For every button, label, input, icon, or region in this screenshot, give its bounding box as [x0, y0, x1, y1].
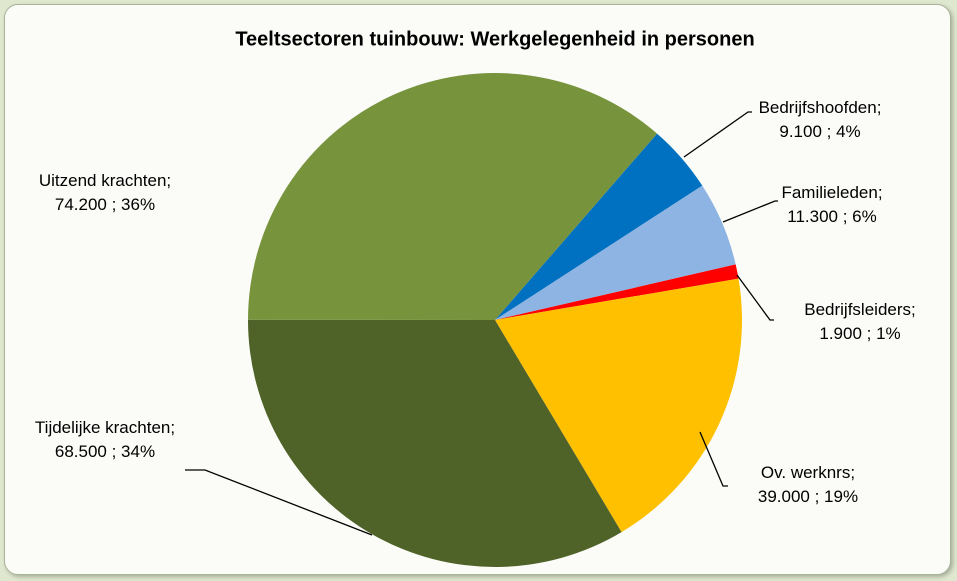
label-text: 68.500 ; 34% — [54, 442, 156, 461]
data-label: Tijdelijke krachten; 68.500 ; 34% — [30, 416, 180, 464]
label-text: 9.100 ; 4% — [779, 122, 861, 141]
data-label: Familieleden; 11.300 ; 6% — [732, 181, 932, 229]
pie-slice — [495, 185, 736, 320]
data-label: Bedrijfsleiders; 1.900 ; 1% — [760, 298, 957, 346]
label-text: Uitzend krachten; — [38, 171, 172, 190]
pie-slice — [248, 73, 658, 320]
label-text: Tijdelijke krachten; — [34, 418, 176, 437]
leader-lines — [185, 111, 778, 536]
leader-line — [185, 469, 373, 536]
pie-slice — [495, 278, 742, 533]
data-label: Uitzend krachten; 74.200 ; 36% — [30, 169, 180, 217]
label-text: 11.300 ; 6% — [787, 207, 877, 226]
data-label: Bedrijfshoofden; 9.100 ; 4% — [720, 96, 920, 144]
label-text: Familieleden; — [781, 183, 883, 202]
label-text: 1.900 ; 1% — [819, 324, 901, 343]
data-label: Ov. werknrs; 39.000 ; 19% — [708, 461, 908, 509]
label-text: 74.200 ; 36% — [54, 195, 156, 214]
label-text: 39.000 ; 19% — [757, 487, 859, 506]
label-text: Bedrijfsleiders; — [804, 300, 916, 319]
pie-slice — [495, 133, 703, 320]
leader-line — [699, 431, 728, 487]
chart-title: Teeltsectoren tuinbouw: Werkgelegenheid … — [235, 28, 754, 50]
pie-slice — [248, 319, 622, 567]
label-text: Bedrijfshoofden; — [758, 98, 882, 117]
leader-line — [722, 200, 778, 223]
leader-line — [683, 111, 752, 158]
leader-line — [736, 274, 774, 321]
label-text: Ov. werknrs; — [760, 463, 856, 482]
pie-slice — [495, 264, 739, 320]
